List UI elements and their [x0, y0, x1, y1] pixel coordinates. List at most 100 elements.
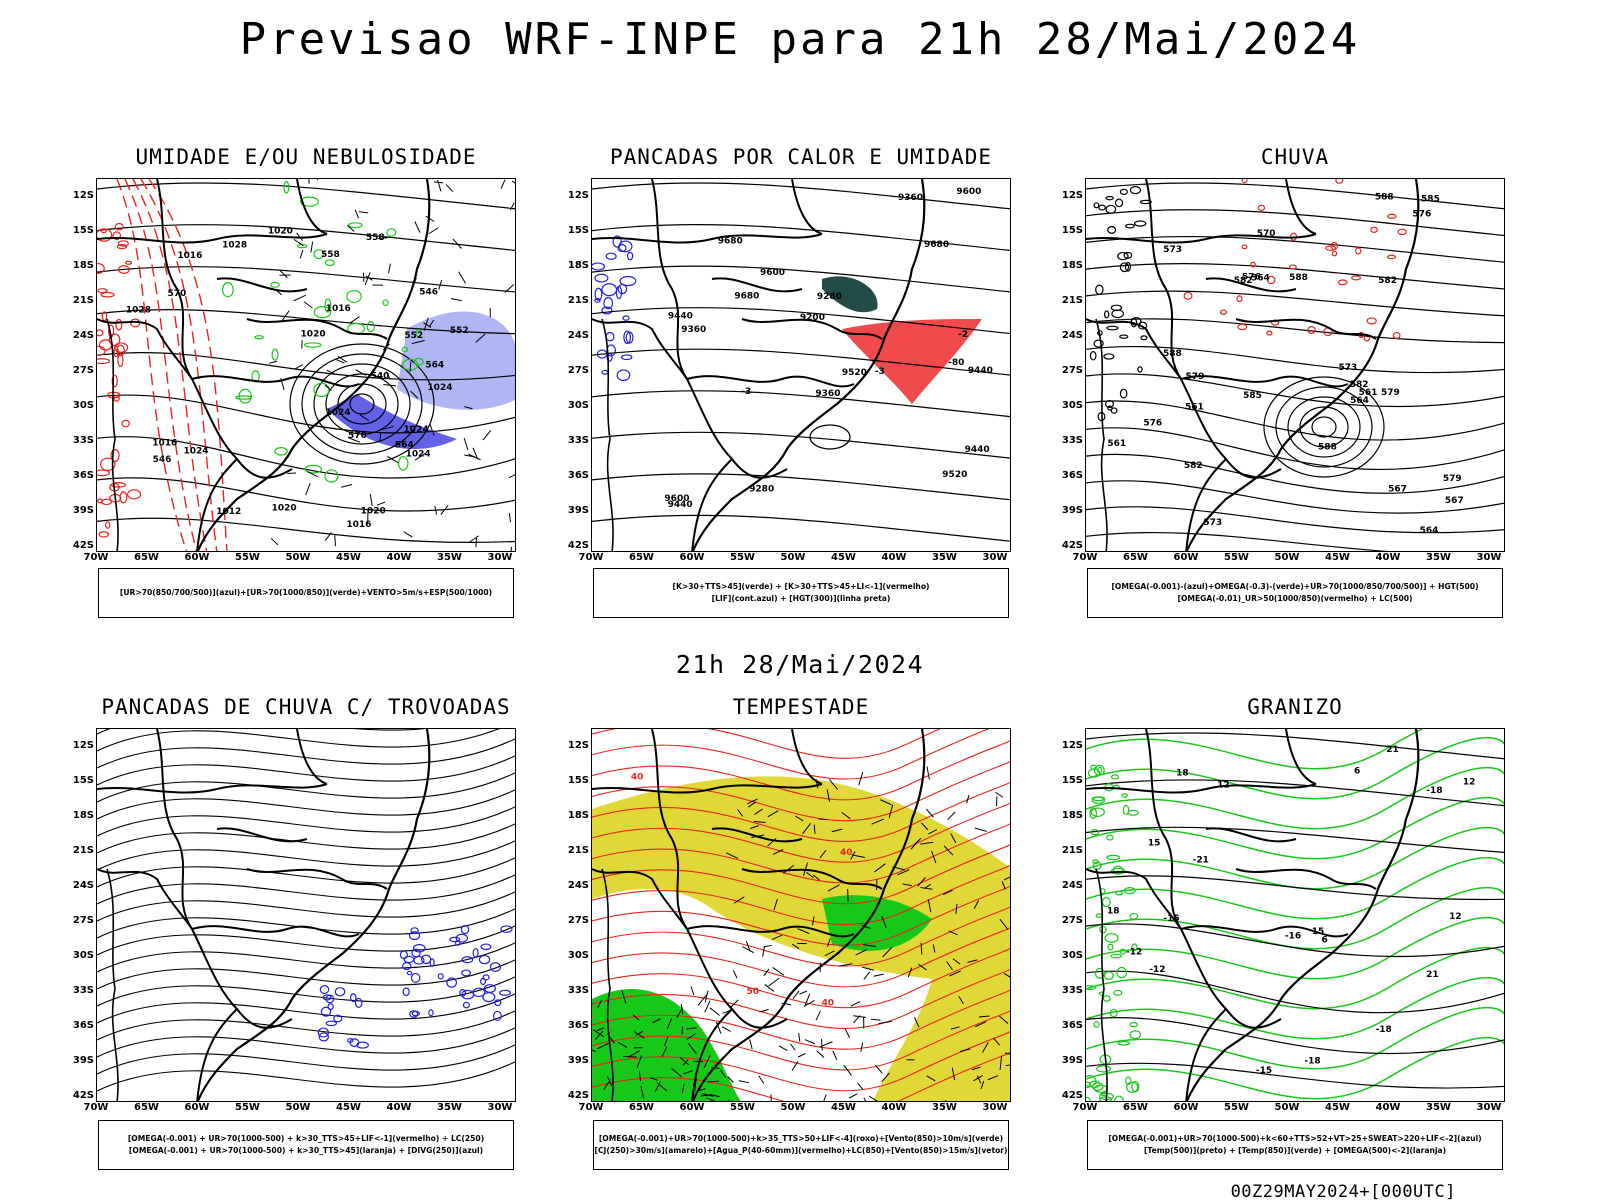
contour-blob — [1267, 331, 1272, 335]
latitude-tick-label: 21S — [559, 846, 589, 856]
border-line — [97, 784, 327, 793]
latitude-tick-label: 42S — [559, 1091, 589, 1101]
contour-blob — [473, 988, 485, 996]
latitude-tick-label: 42S — [64, 541, 94, 551]
contour-blob — [481, 944, 491, 949]
longitude-tick-label: 45W — [824, 1103, 864, 1113]
contour-blob — [325, 260, 334, 266]
contour-value-label: 9440 — [968, 366, 993, 376]
longitude-tick-label: 55W — [723, 1103, 763, 1113]
contour-blob — [403, 963, 411, 970]
contour-blob — [284, 182, 289, 193]
contour-value-label: 579 — [1443, 474, 1462, 484]
latitude-tick-label: 30S — [559, 951, 589, 961]
longitude-tick-label: 50W — [1267, 1103, 1307, 1113]
contour-blob — [355, 998, 362, 1007]
wind-vector — [861, 1042, 863, 1051]
wind-vector — [750, 1039, 753, 1049]
map-pancadas-chuva-trovoadas — [96, 728, 516, 1102]
border-line — [687, 376, 854, 386]
wind-vector — [845, 1029, 850, 1038]
longitude-tick-label: 30W — [975, 1103, 1015, 1113]
wind-vector — [294, 295, 306, 301]
wind-vector — [927, 766, 929, 779]
contour-value-label: 1020 — [268, 227, 293, 237]
contour-blob — [1387, 255, 1395, 258]
contour-blob — [387, 229, 396, 237]
contour-blob — [1107, 326, 1118, 329]
longitude-tick-label: 40W — [1368, 1103, 1408, 1113]
latitude-tick-label: 12S — [559, 741, 589, 751]
contour-value-label: 18 — [1107, 906, 1120, 916]
contour-blob — [1398, 229, 1406, 234]
latitude-tick-label: 36S — [64, 471, 94, 481]
contour-value-label: 21 — [1426, 970, 1439, 980]
closed-contour — [810, 425, 850, 449]
contour-value-label: 540 — [371, 371, 390, 381]
wind-vector — [446, 184, 453, 191]
streamline — [97, 874, 516, 904]
contour-value-label: 9680 — [924, 240, 949, 250]
contour-blob — [1117, 968, 1126, 978]
wind-vector — [871, 1019, 880, 1020]
wind-vector — [483, 430, 491, 440]
contour-value-label: -15 — [1256, 1066, 1272, 1076]
latitude-tick-label: 15S — [559, 226, 589, 236]
contour-value-label: 567 — [1445, 496, 1464, 506]
latitude-tick-label: 15S — [1053, 776, 1083, 786]
contour-line — [592, 515, 1011, 541]
border-line — [1236, 319, 1376, 339]
latitude-tick-label: 39S — [64, 1056, 94, 1066]
wind-vector — [317, 179, 325, 180]
contour-blob — [1135, 221, 1146, 226]
contour-blob — [271, 282, 279, 287]
contour-value-label: 585 — [1421, 194, 1440, 204]
contour-blob — [621, 355, 631, 359]
contour-value-label: -21 — [1193, 855, 1209, 865]
contour-value-label: -16 — [1285, 932, 1301, 942]
wind-vector — [878, 1021, 891, 1023]
border-line — [217, 278, 307, 291]
border-line — [1181, 376, 1348, 386]
contour-value-label: 579 — [1381, 388, 1400, 398]
contour-blob — [1242, 245, 1247, 249]
border-line — [157, 179, 192, 379]
contour-line — [1086, 533, 1505, 552]
longitude-tick-label: 35W — [925, 1103, 965, 1113]
contour-blob — [272, 349, 278, 360]
contour-blob — [1141, 336, 1147, 340]
contour-blob — [1104, 354, 1114, 359]
streamline — [97, 993, 516, 1023]
contour-blob — [349, 223, 362, 228]
legend-granizo: [OMEGA(-0.001)+UR>70(1000-500)+k<60+TTS>… — [1087, 1120, 1503, 1170]
contour-value-label: 552 — [450, 326, 469, 336]
contour-blob — [98, 289, 107, 293]
contour-blob — [411, 928, 418, 934]
streamline — [97, 976, 516, 1006]
contour-blob — [1118, 1042, 1130, 1045]
latitude-tick-label: 36S — [1053, 1021, 1083, 1031]
wind-vector — [341, 485, 352, 488]
contour-value-label: 9600 — [956, 187, 981, 197]
contour-blob — [223, 283, 234, 297]
forecast-run-label: 00Z29MAY2024+[000UTC] — [1231, 1182, 1456, 1202]
wind-vector — [349, 317, 359, 324]
contour-blob — [1120, 189, 1127, 194]
longitude-tick-label: 60W — [672, 1103, 712, 1113]
low-pressure-contour — [1312, 417, 1336, 437]
latitude-tick-label: 21S — [64, 296, 94, 306]
contour-blob — [1289, 265, 1296, 269]
contour-line — [1086, 347, 1505, 373]
wind-vector — [464, 438, 468, 450]
wind-vector — [300, 250, 303, 258]
contour-blob — [1356, 248, 1361, 254]
longitude-tick-label: 70W — [76, 1103, 116, 1113]
wind-vector — [742, 947, 753, 953]
latitude-tick-label: 18S — [1053, 811, 1083, 821]
wind-vector — [864, 1098, 868, 1102]
latitude-tick-label: 36S — [559, 1021, 589, 1031]
border-line — [687, 929, 787, 1028]
wind-vector — [708, 1081, 720, 1082]
